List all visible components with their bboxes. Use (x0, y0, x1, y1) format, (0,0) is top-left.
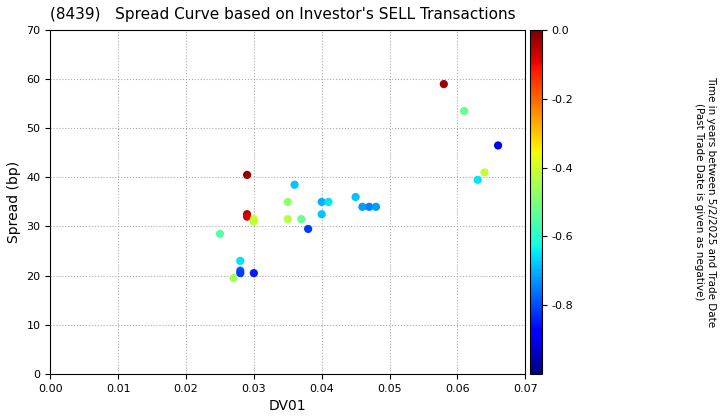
Point (282, 216, 294, 223)
Point (316, 211, 328, 218)
Point (356, 203, 368, 210)
Point (438, 81, 449, 87)
Point (282, 199, 294, 205)
Point (248, 218, 260, 225)
Point (248, 216, 260, 223)
Point (235, 270, 246, 276)
Point (459, 108, 470, 114)
Point (296, 216, 307, 223)
Point (302, 226, 314, 232)
Point (235, 257, 246, 264)
Point (241, 171, 253, 178)
Point (472, 176, 484, 183)
Point (241, 211, 253, 218)
Y-axis label: Spread (bp): Spread (bp) (7, 161, 21, 243)
Point (323, 199, 334, 205)
Point (214, 231, 225, 237)
Y-axis label: Time in years between 5/2/2025 and Trade Date
(Past Trade Date is given as negat: Time in years between 5/2/2025 and Trade… (694, 76, 716, 328)
Point (479, 169, 490, 176)
Point (289, 181, 300, 188)
Point (364, 203, 375, 210)
Point (370, 203, 382, 210)
Point (316, 199, 328, 205)
Point (228, 275, 239, 281)
Point (492, 142, 504, 149)
Text: (8439)   Spread Curve based on Investor's SELL Transactions: (8439) Spread Curve based on Investor's … (50, 7, 516, 22)
Point (248, 270, 260, 276)
Point (235, 267, 246, 274)
Point (241, 213, 253, 220)
Point (350, 194, 361, 200)
X-axis label: DV01: DV01 (269, 399, 307, 413)
